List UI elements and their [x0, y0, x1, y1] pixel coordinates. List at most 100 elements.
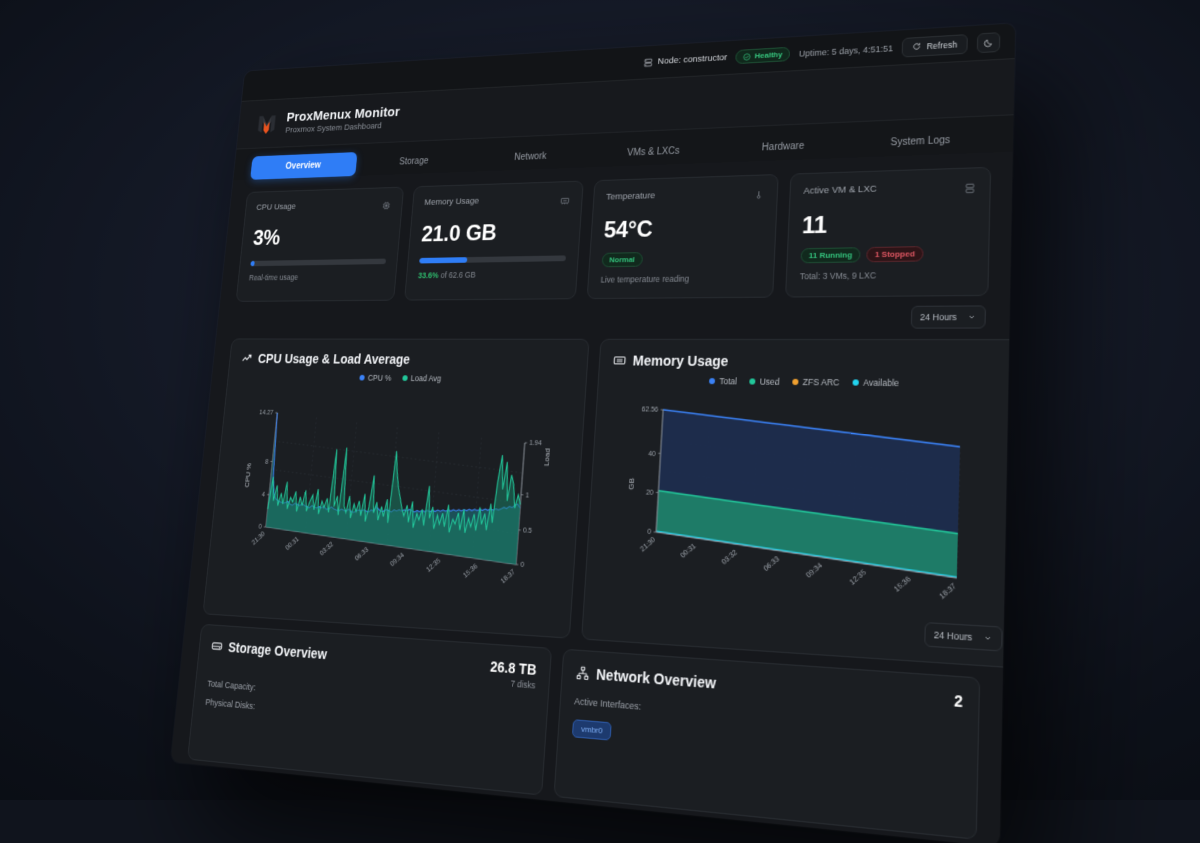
node-label: Node: constructor	[657, 52, 727, 66]
svg-text:20: 20	[646, 489, 654, 497]
memory-stick-icon	[559, 193, 570, 210]
svg-text:12:35: 12:35	[426, 557, 442, 574]
storage-title: Storage Overview	[228, 639, 328, 662]
tab-vms-lxcs[interactable]: VMs & LXCs	[592, 137, 716, 167]
server-icon	[644, 57, 654, 67]
svg-text:18:37: 18:37	[938, 582, 958, 601]
vm-card-label: Active VM & LXC	[803, 184, 877, 197]
svg-text:4: 4	[262, 492, 266, 499]
cpu-card-header: CPU Usage	[255, 199, 391, 219]
chart-panel-row: CPU Usage & Load Average CPU % Load Avg …	[203, 339, 988, 667]
tab-system-logs[interactable]: System Logs	[852, 125, 990, 157]
tab-network[interactable]: Network	[472, 142, 590, 171]
svg-text:15:36: 15:36	[893, 575, 913, 593]
svg-text:62.56: 62.56	[641, 407, 658, 415]
chevron-down-icon	[983, 633, 992, 643]
network-interface-chip[interactable]: vmbr0	[572, 719, 612, 740]
refresh-button[interactable]: Refresh	[902, 34, 968, 57]
node-indicator: Node: constructor	[644, 52, 728, 67]
cpu-chart-legend: CPU % Load Avg	[239, 372, 573, 385]
storage-overview-panel: Storage Overview 26.8 TB 7 disks Total C…	[187, 624, 552, 796]
cpu-usage-bar	[250, 259, 386, 267]
thermometer-icon	[753, 187, 765, 205]
dashboard-content: CPU Usage 3% Real-time usage Memory Usa	[171, 152, 1013, 842]
trending-up-icon	[241, 352, 253, 365]
theme-toggle-button[interactable]	[977, 32, 1001, 53]
vm-card-footer: Total: 3 VMs, 9 LXC	[800, 269, 974, 281]
storage-disk-count: 7 disks	[489, 677, 536, 691]
vm-count-value: 11	[801, 208, 975, 240]
tab-storage[interactable]: Storage	[358, 147, 470, 176]
svg-text:06:33: 06:33	[354, 546, 370, 562]
svg-text:0: 0	[520, 562, 524, 570]
svg-text:03:32: 03:32	[319, 541, 335, 557]
memory-card-header: Memory Usage	[423, 193, 570, 214]
time-range-value-top: 24 Hours	[920, 312, 957, 323]
network-title-row: Network Overview	[576, 664, 717, 691]
legend-total: Total	[709, 376, 737, 386]
time-range-select-mid[interactable]: 24 Hours	[924, 622, 1003, 652]
cpu-card-label: CPU Usage	[256, 202, 296, 213]
svg-text:12:35: 12:35	[849, 568, 868, 586]
storage-title-row: Storage Overview	[211, 638, 328, 662]
svg-text:09:34: 09:34	[805, 562, 824, 580]
time-range-select-top[interactable]: 24 Hours	[910, 305, 986, 328]
vm-stopped-badge: 1 Stopped	[866, 246, 923, 262]
legend-label-cpu: CPU %	[367, 373, 391, 383]
memory-card-footer: 33.6% of 62.6 GB	[418, 269, 565, 280]
storage-summary: 26.8 TB 7 disks	[489, 658, 537, 690]
legend-zfs-arc: ZFS ARC	[792, 377, 839, 388]
vm-badges: 11 Running 1 Stopped	[800, 245, 974, 263]
svg-text:15:36: 15:36	[462, 563, 479, 580]
memory-chart-title-row: Memory Usage	[613, 353, 1010, 372]
network-icon	[576, 665, 590, 681]
network-interface-count: 2	[954, 692, 963, 711]
memory-usage-value: 21.0 GB	[420, 219, 568, 248]
uptime-label: Uptime: 5 days, 4:51:51	[799, 43, 894, 58]
cpu-chart-panel: CPU Usage & Load Average CPU % Load Avg …	[203, 339, 590, 639]
temperature-value: 54°C	[603, 214, 763, 245]
svg-text:GB: GB	[627, 478, 637, 490]
stat-card-row: CPU Usage 3% Real-time usage Memory Usa	[236, 167, 991, 302]
vm-running-badge: 11 Running	[800, 247, 860, 263]
legend-available: Available	[853, 377, 900, 388]
top-range-row: 24 Hours	[234, 305, 986, 329]
svg-text:09:34: 09:34	[389, 552, 405, 569]
network-overview-panel: Network Overview 2 Active Interfaces: vm…	[554, 649, 981, 840]
svg-text:21:30: 21:30	[251, 531, 266, 547]
svg-text:0: 0	[647, 529, 651, 537]
svg-text:1: 1	[525, 492, 529, 499]
cpu-card-footer: Real-time usage	[249, 271, 385, 282]
svg-text:40: 40	[648, 450, 656, 458]
refresh-label: Refresh	[926, 39, 957, 51]
tab-hardware[interactable]: Hardware	[718, 131, 849, 162]
check-circle-icon	[743, 52, 751, 60]
network-title: Network Overview	[596, 666, 717, 692]
legend-label-total: Total	[719, 376, 737, 386]
memory-usage-bar	[419, 255, 566, 263]
cpu-chart-title: CPU Usage & Load Average	[257, 351, 410, 367]
memory-percent: 33.6%	[418, 271, 439, 281]
storage-total-capacity: 26.8 TB	[490, 658, 537, 678]
legend-used: Used	[750, 376, 780, 387]
moon-icon	[983, 37, 994, 48]
memory-total: of 62.6 GB	[440, 270, 476, 280]
temperature-card-label: Temperature	[606, 191, 656, 203]
legend-label-zfs: ZFS ARC	[803, 377, 840, 388]
cpu-usage-value: 3%	[252, 223, 389, 251]
tab-overview[interactable]: Overview	[250, 152, 357, 180]
svg-text:18:37: 18:37	[500, 568, 517, 585]
temperature-status-badge: Normal	[602, 252, 643, 267]
svg-text:CPU %: CPU %	[243, 463, 253, 488]
memory-chart-panel: Memory Usage Total Used ZFS ARC Availabl…	[581, 339, 1015, 669]
svg-text:06:33: 06:33	[763, 555, 782, 573]
svg-text:00:31: 00:31	[285, 536, 300, 552]
memory-usage-card: Memory Usage 21.0 GB 33.6% of 62.6 GB	[404, 181, 584, 301]
memory-card-label: Memory Usage	[424, 196, 480, 208]
svg-text:21:30: 21:30	[639, 536, 657, 553]
status-badge: Healthy	[735, 47, 790, 64]
cpu-usage-card: CPU Usage 3% Real-time usage	[236, 187, 404, 302]
svg-text:14.27: 14.27	[259, 410, 274, 417]
